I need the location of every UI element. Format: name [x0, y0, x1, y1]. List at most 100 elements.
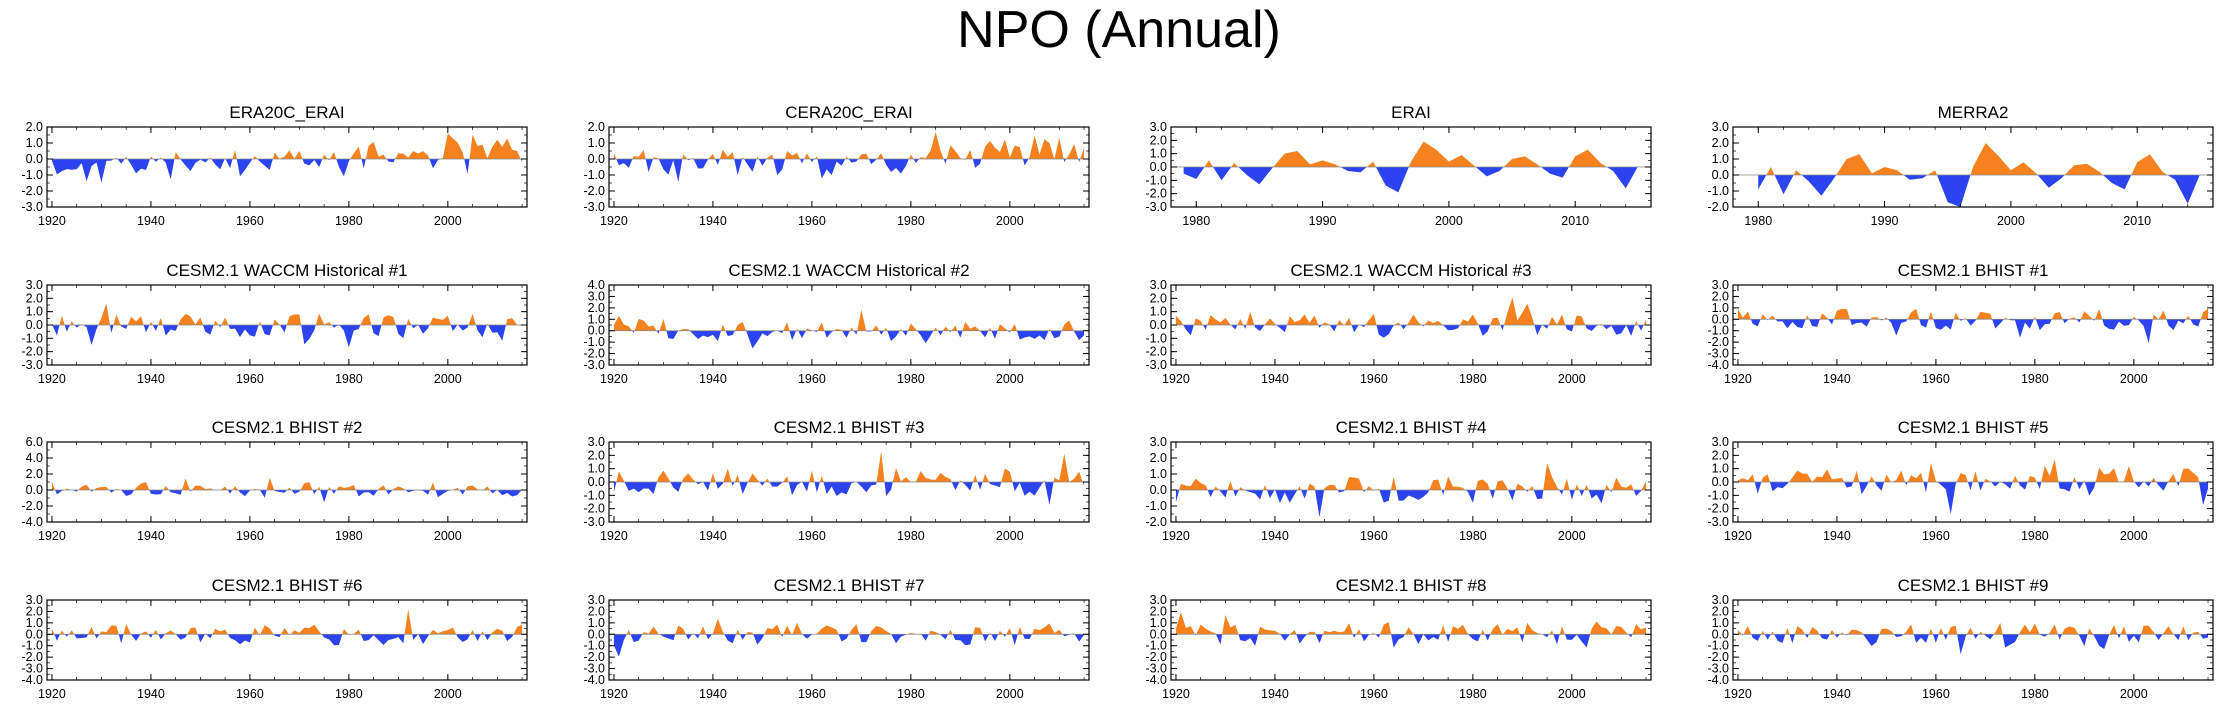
positive-area-16: [1966, 627, 1974, 635]
positive-area-22: [1574, 484, 1580, 490]
negative-area-1: [616, 159, 633, 168]
positive-area-1: [626, 630, 631, 635]
positive-area-14: [2012, 475, 2019, 482]
xtick-label: 1960: [1922, 372, 1950, 386]
negative-area-15: [856, 482, 877, 493]
negative-area-17: [2076, 482, 2084, 490]
positive-area-3: [70, 321, 75, 325]
positive-area-2: [60, 630, 65, 635]
xtick-label: 2000: [1558, 529, 1586, 543]
ytick-label: 0.0: [1150, 318, 1167, 332]
ytick-label: 2.0: [1150, 291, 1167, 305]
positive-area-26: [1048, 328, 1051, 331]
positive-area-21: [1563, 478, 1570, 490]
negative-area-23: [1579, 490, 1585, 496]
positive-area-7: [1892, 470, 1906, 482]
negative-area-2: [1215, 634, 1223, 645]
positive-area-3: [1273, 151, 1341, 167]
panel-title: CESM2.1 BHIST #8: [1336, 576, 1487, 595]
positive-area-5: [1868, 476, 1875, 482]
positive-area-22: [1053, 453, 1070, 482]
positive-area-4: [1805, 315, 1810, 320]
positive-area-16: [928, 630, 940, 635]
positive-area-8: [746, 632, 754, 635]
negative-area-24: [2199, 482, 2209, 506]
positive-area-7: [163, 486, 169, 490]
ytick-label: -1.0: [1707, 324, 1729, 338]
ytick-label: -2.0: [1145, 650, 1167, 664]
xtick-label: 1980: [1459, 687, 1487, 701]
positive-area-18: [2080, 311, 2093, 320]
negative-area-12: [1990, 482, 2000, 487]
negative-area-13: [814, 482, 820, 493]
positive-area-5: [720, 324, 726, 331]
ytick-label: -2.0: [1145, 345, 1167, 359]
xtick-label: 2000: [434, 529, 462, 543]
panel-8: CESM2.1 BHIST #1 3.02.01.00.0-1.0-2.0-3.0…: [1707, 261, 2214, 386]
xtick-label: 1920: [38, 372, 66, 386]
plot-frame: [608, 284, 1090, 366]
negative-area-9: [753, 634, 765, 645]
xtick-label: 1920: [1162, 372, 1190, 386]
positive-area-22: [1028, 135, 1055, 159]
positive-area-13: [1450, 624, 1469, 635]
positive-area-5: [710, 473, 716, 482]
ytick-label: 2.0: [588, 301, 605, 315]
positive-area-12: [1440, 625, 1446, 635]
panel-4: MERRA2 3.0 2.0 1.0 0.0 -1.0 -2.0 1980 1990 2000 20…: [1707, 103, 2214, 228]
plot-frame: [608, 599, 1090, 681]
positive-area-13: [814, 156, 818, 159]
positive-area-5: [174, 152, 181, 159]
negative-area-15: [1957, 634, 1967, 655]
positive-area-22: [1632, 624, 1647, 635]
negative-area-13: [274, 490, 288, 493]
negative-area-25: [488, 325, 506, 341]
negative-area-24: [475, 325, 487, 338]
negative-area-12: [1376, 325, 1395, 338]
positive-area-5: [1263, 485, 1267, 490]
negative-area-5: [162, 159, 175, 180]
positive-area-1: [613, 315, 633, 331]
negative-area-26: [2173, 634, 2181, 641]
positive-area-7: [734, 474, 740, 482]
positive-area-22: [962, 321, 980, 331]
xtick-label: 1920: [38, 687, 66, 701]
negative-area-18: [916, 330, 934, 344]
ytick-label: -3.0: [1145, 662, 1167, 676]
ytick-label: 1.0: [26, 616, 43, 630]
negative-area-12: [842, 330, 850, 338]
negative-area-18: [355, 490, 378, 497]
positive-area-6: [723, 468, 732, 482]
positive-area-21: [1006, 628, 1012, 635]
negative-area-2: [1751, 634, 1762, 641]
negative-area-4: [1280, 634, 1290, 641]
positive-area-11: [1404, 627, 1414, 635]
negative-area-17: [951, 482, 960, 491]
negative-area-4: [94, 634, 100, 639]
positive-area-13: [252, 627, 259, 635]
positive-area-15: [1424, 320, 1443, 325]
negative-area-6: [131, 634, 141, 641]
ytick-label: -3.0: [1145, 358, 1167, 372]
negative-area-11: [1363, 490, 1366, 493]
negative-area-4: [1340, 167, 1367, 173]
negative-area-19: [2039, 634, 2048, 637]
positive-area-11: [213, 320, 219, 325]
negative-area-11: [799, 159, 805, 164]
negative-area-23: [2190, 319, 2201, 327]
negative-area-3: [659, 634, 676, 641]
negative-area-16: [887, 330, 900, 341]
positive-area-9: [1337, 320, 1344, 325]
ytick-label: -2.0: [583, 184, 605, 198]
negative-area-6: [180, 159, 209, 171]
positive-area-14: [260, 625, 274, 635]
positive-area-12: [1903, 624, 1914, 635]
ytick-label: 1.0: [1150, 147, 1167, 161]
ytick-label: 1.0: [1150, 467, 1167, 481]
xtick-label: 2000: [2120, 529, 2148, 543]
positive-area-16: [876, 153, 884, 159]
negative-area-19: [412, 634, 418, 640]
negative-area-5: [694, 634, 700, 639]
positive-area-17: [328, 486, 332, 490]
